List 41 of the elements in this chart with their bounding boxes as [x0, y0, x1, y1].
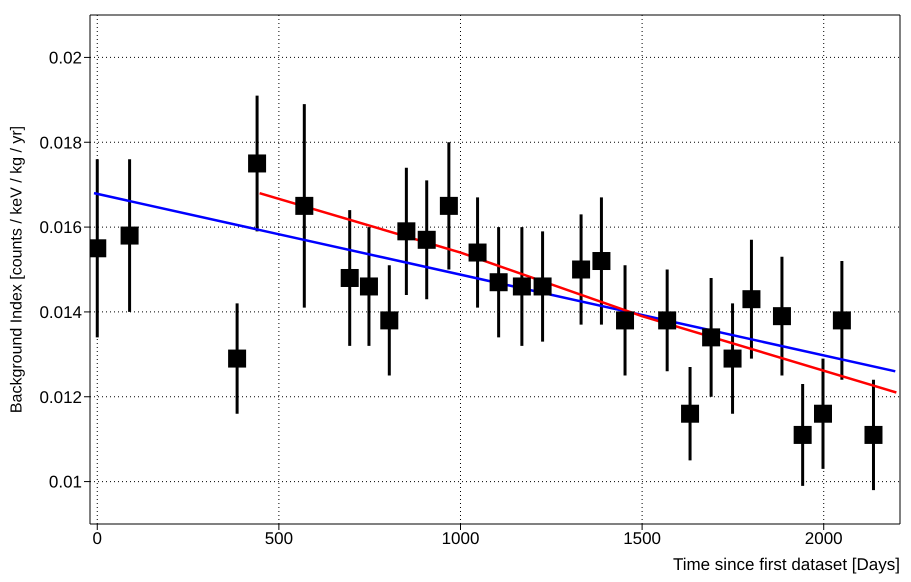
point	[572, 260, 590, 278]
point	[340, 268, 359, 287]
point	[742, 290, 760, 308]
point	[658, 311, 676, 330]
point	[440, 196, 458, 215]
point	[397, 222, 416, 240]
point	[418, 230, 436, 249]
point	[490, 273, 508, 292]
point	[681, 404, 700, 423]
point	[512, 277, 531, 296]
point	[794, 426, 812, 444]
point	[120, 226, 139, 245]
point	[832, 311, 851, 330]
point	[380, 311, 398, 330]
point	[724, 350, 742, 368]
x-axis-title: Time since first dataset [Days]	[672, 555, 900, 574]
point	[534, 277, 552, 296]
point	[592, 252, 610, 270]
point	[864, 426, 882, 444]
x-tick-label: 0	[92, 529, 102, 548]
y-axis-title: Background Index [counts / keV / kg / yr]	[8, 126, 26, 414]
point	[295, 196, 314, 215]
y-tick-label: 0.012	[39, 388, 82, 407]
point	[248, 154, 266, 172]
y-tick-label: 0.01	[48, 472, 82, 492]
y-tick-label: 0.016	[39, 218, 82, 238]
y-tick-label: 0.018	[39, 133, 82, 152]
point	[814, 404, 832, 423]
x-tick-label: 1000	[442, 529, 480, 548]
x-tick-label: 1500	[623, 529, 662, 548]
point	[360, 277, 378, 296]
y-tick-label: 0.014	[39, 302, 82, 322]
point	[468, 244, 487, 262]
point	[228, 350, 246, 368]
x-tick-label: 500	[264, 529, 294, 548]
point	[772, 307, 791, 326]
x-tick-label: 2000	[804, 529, 843, 548]
y-tick-label: 0.02	[48, 48, 82, 68]
point	[702, 328, 720, 346]
point	[616, 311, 634, 330]
line-series	[258, 192, 898, 394]
